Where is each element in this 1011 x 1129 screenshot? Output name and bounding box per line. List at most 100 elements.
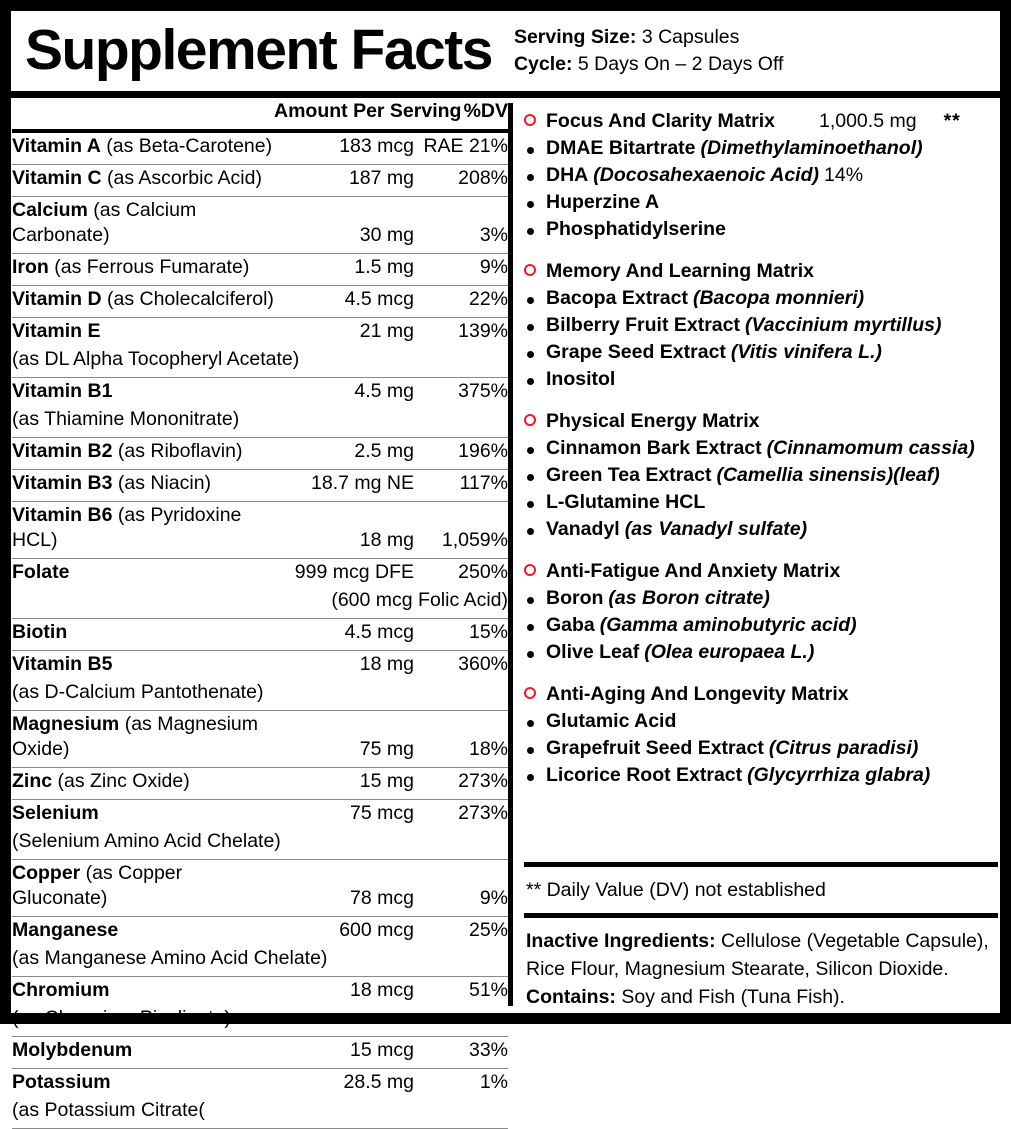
table-row: Vitamin D (as Cholecalciferol) 4.5 mcg 22% (12, 286, 508, 315)
nutrient-dv: 375% (458, 380, 508, 402)
nutrient-dv: 33% (468, 1039, 508, 1061)
nutrient-amount: 187 mg (348, 167, 414, 189)
matrix-item: Inositol (524, 366, 1000, 393)
ingredient-scientific-name: (Vaccinium myrtillus) (744, 314, 942, 336)
row-separator (12, 250, 508, 254)
ingredient-scientific-name: (as Boron citrate) (608, 587, 770, 609)
table-row: Vitamin A (as Beta-Carotene) 183 mcg RAE 2… (12, 131, 508, 161)
matrix-header: Focus And Clarity Matrix 1,000.5 mg ** (524, 108, 1000, 135)
contains-text: Soy and Fish (Tuna Fish). (615, 986, 845, 1008)
row-separator (12, 796, 508, 800)
ingredient-scientific-name: (Citrus paradisi) (768, 737, 919, 759)
nutrient-dv: 1,059% (441, 529, 508, 551)
table-row-continuation: (as D-Calcium Pantothenate) (12, 679, 508, 707)
inactive-ingredients: Inactive Ingredients: Cellulose (Vegetab… (524, 918, 1000, 1011)
nutrient-source: (600 mcg Folic Acid) (331, 589, 508, 611)
col-dv-header: %DV (463, 100, 508, 122)
nutrient-name: Calcium (as Calcium Carbonate) (12, 199, 197, 246)
filled-dot-icon (524, 474, 546, 481)
ingredient-name: Grapefruit Seed Extract (546, 737, 764, 759)
header-rule (12, 126, 508, 133)
row-separator (12, 161, 508, 165)
table-row: Selenium 75 mcg 273% (12, 800, 508, 829)
matrix-header: Physical Energy Matrix (524, 408, 1000, 435)
hollow-circle-icon (524, 264, 546, 276)
table-header-row: Amount Per Serving %DV (12, 98, 508, 126)
filled-dot-icon (524, 228, 546, 235)
nutrient-name: Iron (as Ferrous Fumarate) (12, 256, 250, 278)
nutrient-name: Chromium (12, 979, 110, 1001)
nutrient-amount: 4.5 mcg (344, 288, 414, 310)
serving-size-value: 3 Capsules (636, 26, 740, 48)
nutrient-amount: 1.5 mg (354, 256, 414, 278)
nutrient-amount: 18 mg (359, 529, 414, 551)
ingredient-name: Vanadyl (546, 518, 620, 540)
matrix-item: Green Tea Extract (Camellia sinensis)(lea… (524, 462, 1000, 489)
nutrient-dv: 360% (458, 653, 508, 675)
row-separator (12, 193, 508, 197)
ingredient-name: Green Tea Extract (546, 464, 712, 486)
nutrient-amount: 75 mg (359, 738, 414, 760)
table-row: Manganese 600 mcg 25% (12, 917, 508, 946)
row-separator (12, 707, 508, 711)
table-row: Biotin 4.5 mcg 15% (12, 619, 508, 648)
matrix-title: Physical Energy Matrix (546, 410, 760, 432)
nutrient-dv: 51% (468, 979, 508, 1001)
row-separator (12, 498, 508, 502)
matrix-group: Memory And Learning Matrix Bacopa Extract… (524, 258, 1000, 393)
cycle-line: Cycle: 5 Days On – 2 Days Off (514, 51, 784, 78)
row-separator (12, 434, 508, 438)
table-row: Magnesium (as Magnesium Oxide) 75 mg 18% (12, 711, 508, 765)
page-title: Supplement Facts (25, 18, 493, 82)
nutrient-dv: 9% (479, 256, 508, 278)
nutrient-amount: 2.5 mg (354, 440, 414, 462)
matrix-header: Anti-Aging And Longevity Matrix (524, 681, 1000, 708)
nutrient-amount: 18 mcg (350, 979, 414, 1001)
matrix-item: Huperzine A (524, 189, 1000, 216)
ingredient-name: DHA (546, 164, 589, 186)
nutrient-name: Vitamin A (as Beta-Carotene) (12, 135, 273, 157)
nutrient-name: Folate (12, 561, 70, 583)
ingredient-name: DMAE Bitartrate (546, 137, 696, 159)
hollow-circle-icon (524, 114, 546, 126)
dv-note: ** Daily Value (DV) not established (526, 879, 826, 901)
inactive-top-rule (524, 913, 998, 918)
ingredient-scientific-name: (Dimethylaminoethanol) (700, 137, 923, 159)
row-separator (12, 856, 508, 860)
column-divider (508, 103, 513, 1006)
row-separator (12, 314, 508, 318)
ingredient-name: Bacopa Extract (546, 287, 688, 309)
nutrient-amount: 600 mcg (339, 919, 414, 941)
matrix-item: Cinnamon Bark Extract (Cinnamomum cassia) (524, 435, 1000, 462)
continuation-blank (12, 587, 274, 615)
nutrient-amount: 18 mg (359, 653, 414, 675)
nutrient-amount: 18.7 mg NE (311, 472, 414, 494)
table-row: Potassium 28.5 mg 1% (12, 1069, 508, 1098)
matrix-item: Gaba (Gamma aminobutyric acid) (524, 612, 1000, 639)
nutrient-amount: 183 mcg (339, 135, 414, 157)
nutrient-name: Selenium (12, 802, 99, 824)
nutrient-dv: 1% (479, 1071, 508, 1093)
nutrient-dv: 25% (468, 919, 508, 941)
hollow-circle-icon (524, 414, 546, 426)
row-separator (12, 466, 508, 470)
table-row: Vitamin B6 (as Pyridoxine HCL) 18 mg 1,059… (12, 502, 508, 556)
matrix-item: Grape Seed Extract (Vitis vinifera L.) (524, 339, 1000, 366)
matrix-item: Grapefruit Seed Extract (Citrus paradisi) (524, 735, 1000, 762)
nutrient-amount: 15 mcg (350, 1039, 414, 1061)
matrix-title: Focus And Clarity Matrix (546, 110, 775, 132)
ingredient-scientific-name: (Vitis vinifera L.) (730, 341, 882, 363)
contains-label: Contains: (526, 986, 616, 1008)
nutrient-name: Vitamin D (as Cholecalciferol) (12, 288, 274, 310)
nutrient-source: (as Chromium Picolinate) (12, 1007, 231, 1029)
nutrient-source: (as Potassium Citrate( (12, 1099, 205, 1121)
dv-note-top-rule (524, 862, 998, 867)
inactive-text: Cellulose (Vegetable Capsule), Rice Flou… (526, 930, 989, 980)
serving-info: Serving Size: 3 Capsules Cycle: 5 Days O… (514, 24, 784, 78)
matrix-item: Licorice Root Extract (Glycyrrhiza glabra… (524, 762, 1000, 789)
nutrient-amount: 4.5 mg (354, 380, 414, 402)
filled-dot-icon (524, 447, 546, 454)
nutrient-name: Vitamin C (as Ascorbic Acid) (12, 167, 262, 189)
nutrient-dv: 208% (458, 167, 508, 189)
nutrient-amount: 4.5 mcg (344, 621, 414, 643)
